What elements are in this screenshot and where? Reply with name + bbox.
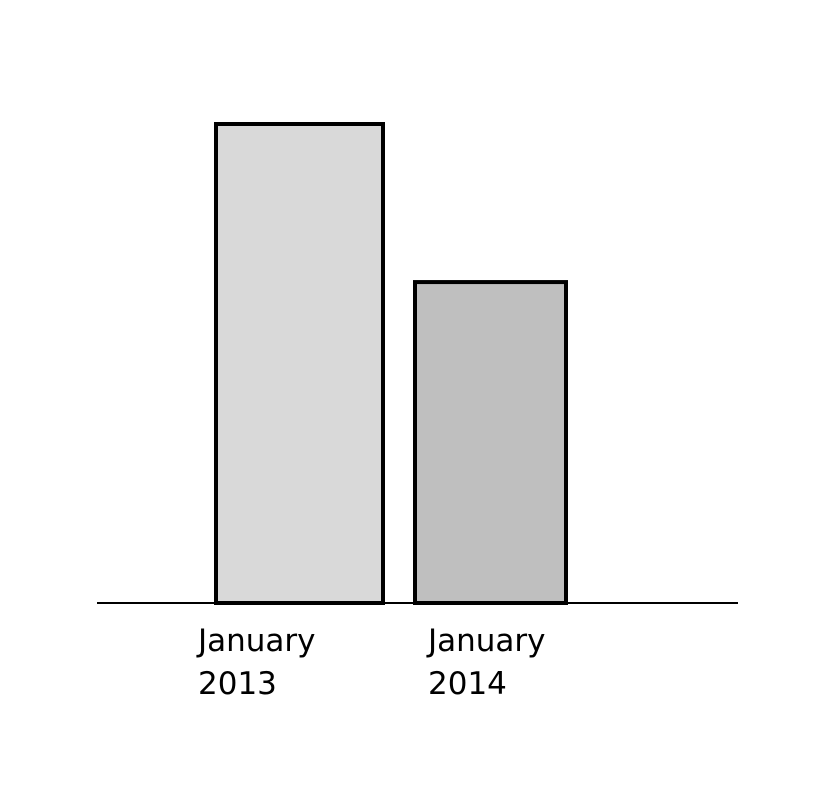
bars-group — [214, 122, 568, 605]
x-tick-label-1: January 2014 — [426, 623, 546, 702]
x-tick-label-line: 2014 — [428, 666, 507, 702]
bar-1 — [413, 280, 568, 605]
x-tick-label-line: January — [196, 623, 316, 659]
x-tick-labels: January 2013 January 2014 — [196, 623, 546, 702]
x-tick-label-0: January 2013 — [196, 623, 316, 702]
x-tick-label-line: January — [426, 623, 546, 659]
bar-0 — [214, 122, 385, 605]
x-tick-label-line: 2013 — [198, 666, 277, 702]
